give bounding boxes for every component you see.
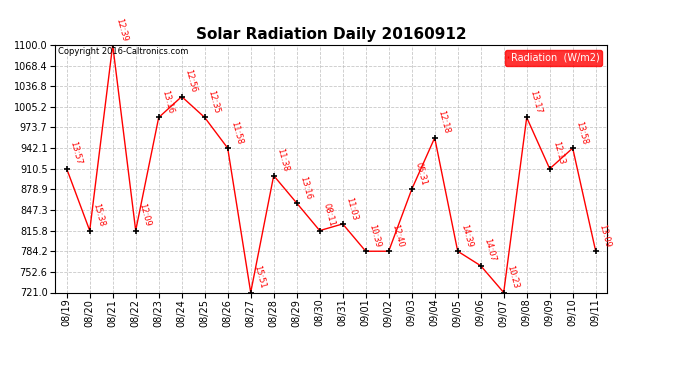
- Point: [222, 145, 233, 151]
- Point: [291, 200, 302, 206]
- Text: 12:13: 12:13: [551, 141, 566, 166]
- Point: [521, 114, 532, 120]
- Text: 13:57: 13:57: [68, 141, 83, 166]
- Text: 11:03: 11:03: [344, 196, 359, 221]
- Text: 15:51: 15:51: [252, 264, 267, 290]
- Text: 13:58: 13:58: [574, 120, 589, 146]
- Text: Copyright 2016-Caltronics.com: Copyright 2016-Caltronics.com: [58, 48, 188, 57]
- Point: [429, 135, 440, 141]
- Text: 11:38: 11:38: [275, 147, 290, 173]
- Point: [176, 94, 187, 100]
- Point: [452, 248, 463, 254]
- Title: Solar Radiation Daily 20160912: Solar Radiation Daily 20160912: [196, 27, 466, 42]
- Point: [567, 145, 578, 151]
- Text: 12:09: 12:09: [137, 202, 152, 228]
- Text: 12:18: 12:18: [436, 110, 451, 135]
- Point: [337, 221, 348, 227]
- Point: [153, 114, 164, 120]
- Point: [475, 263, 486, 269]
- Text: 13:17: 13:17: [528, 89, 543, 115]
- Text: 13:09: 13:09: [597, 223, 612, 249]
- Point: [61, 166, 72, 172]
- Text: 13:16: 13:16: [160, 89, 175, 115]
- Text: 14:39: 14:39: [459, 223, 474, 249]
- Legend: Radiation  (W/m2): Radiation (W/m2): [505, 50, 602, 66]
- Text: 14:07: 14:07: [482, 237, 497, 263]
- Text: 08:11: 08:11: [321, 202, 336, 228]
- Point: [498, 290, 509, 296]
- Point: [406, 186, 417, 192]
- Text: 10:39: 10:39: [367, 223, 382, 249]
- Text: 12:35: 12:35: [206, 89, 221, 115]
- Point: [130, 228, 141, 234]
- Point: [84, 228, 95, 234]
- Text: 15:38: 15:38: [91, 202, 106, 228]
- Point: [383, 248, 394, 254]
- Text: 13:16: 13:16: [298, 175, 313, 200]
- Text: 12:39: 12:39: [114, 17, 129, 42]
- Point: [107, 42, 118, 48]
- Point: [199, 114, 210, 120]
- Point: [360, 248, 371, 254]
- Point: [268, 172, 279, 178]
- Point: [245, 290, 256, 296]
- Text: 05:31: 05:31: [413, 161, 428, 187]
- Point: [590, 248, 601, 254]
- Text: 12:56: 12:56: [183, 68, 198, 94]
- Text: 11:58: 11:58: [229, 120, 244, 146]
- Point: [314, 228, 325, 234]
- Text: 12:40: 12:40: [390, 223, 405, 249]
- Text: 10:23: 10:23: [505, 264, 520, 290]
- Point: [544, 166, 555, 172]
